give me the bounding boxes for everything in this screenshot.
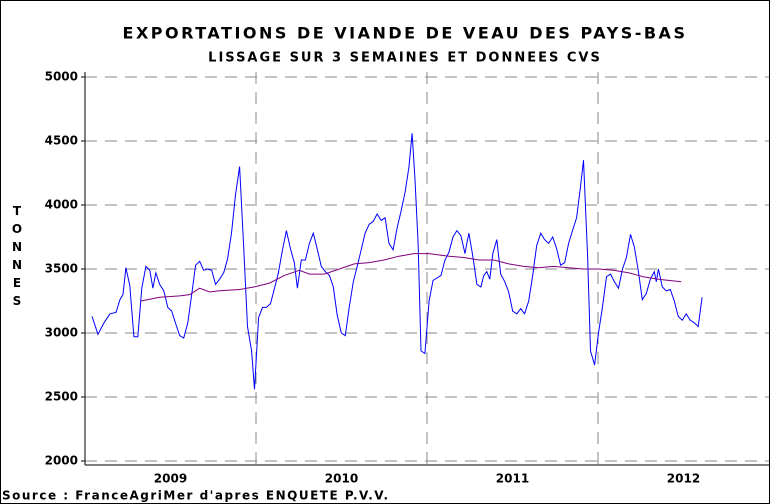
y-axis-label: TONNES [10,204,24,312]
y-tick-label: 2000 [45,454,78,468]
data-line [140,253,682,302]
data-line [91,133,703,390]
y-tick-label: 4500 [45,134,78,148]
x-tick-label: 2012 [667,472,700,486]
y-tick-label: 5000 [45,70,78,84]
y-tick-label: 3500 [45,262,78,276]
chart-title: EXPORTATIONS DE VIANDE DE VEAU DES PAYS-… [123,24,688,43]
source-note: Source : FranceAgriMer d'apres ENQUETE P… [2,489,390,503]
y-tick-label: 3000 [45,326,78,340]
y-tick-label: 4000 [45,198,78,212]
x-tick-label: 2011 [496,472,529,486]
chart-subtitle: LISSAGE SUR 3 SEMAINES ET DONNEES CVS [208,51,602,66]
y-tick-label: 2500 [45,390,78,404]
x-tick-label: 2010 [325,472,358,486]
x-tick-label: 2009 [154,472,187,486]
